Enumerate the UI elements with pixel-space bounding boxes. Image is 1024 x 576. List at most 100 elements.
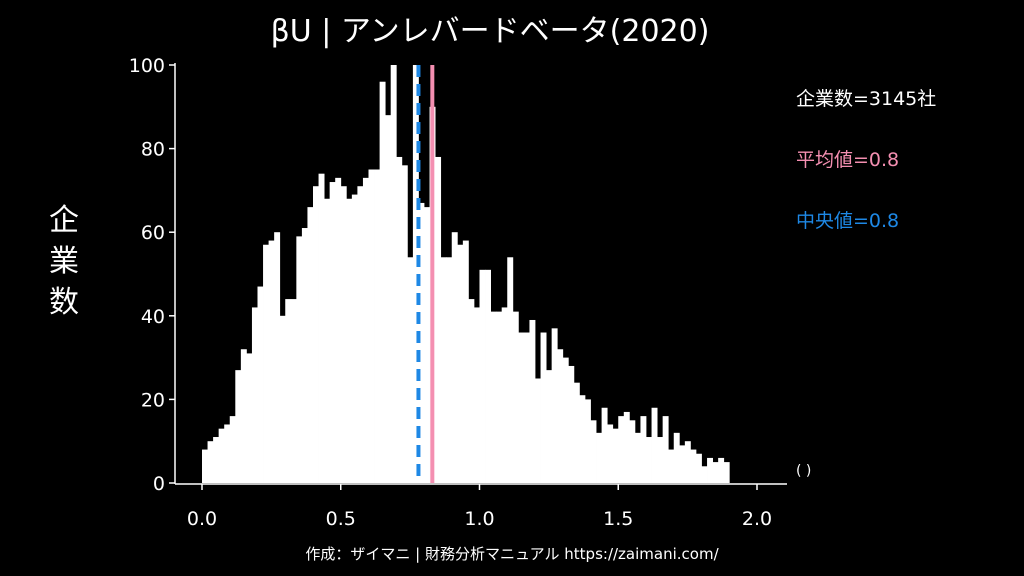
median-stat: 中央値=0.8	[796, 210, 900, 232]
histogram-bar	[263, 244, 269, 483]
histogram-bar	[662, 416, 669, 483]
histogram-bar	[479, 269, 486, 483]
histogram-bar	[257, 286, 264, 483]
histogram-bar	[218, 428, 225, 483]
histogram-bar	[324, 198, 331, 483]
x-tick-label: 1.5	[603, 508, 633, 530]
histogram-bar	[229, 416, 236, 483]
histogram-bar	[618, 416, 625, 483]
histogram-bar	[246, 353, 253, 483]
histogram-bar	[351, 194, 358, 483]
histogram-bar	[240, 349, 247, 483]
histogram-bar	[213, 437, 220, 483]
y-axis-label-char: 業	[49, 244, 79, 279]
histogram-bar	[507, 257, 514, 483]
histogram-bar	[202, 449, 208, 483]
histogram-bar	[424, 207, 430, 483]
histogram-bar	[668, 449, 675, 483]
histogram-bar	[279, 315, 286, 483]
histogram-bar	[607, 424, 614, 483]
histogram-bar	[501, 307, 508, 483]
histogram-bar	[684, 441, 691, 483]
histogram-bar	[335, 177, 342, 484]
histogram-bar	[313, 186, 319, 483]
credit-line: 作成：ザイマニ | 財務分析マニュアル https://zaimani.com/	[305, 545, 719, 563]
histogram-bar	[385, 115, 392, 483]
y-tick-label: 20	[141, 389, 165, 411]
histogram-bar	[535, 378, 541, 483]
histogram-bar	[579, 395, 586, 483]
histogram-bar	[629, 420, 636, 483]
histogram-bar	[707, 457, 713, 483]
histogram-bar	[673, 432, 680, 483]
histogram-bar	[701, 466, 708, 483]
histogram-bar	[274, 232, 281, 483]
histogram-bar	[584, 399, 591, 483]
histogram-bar	[268, 240, 275, 483]
histogram-bar	[457, 244, 464, 483]
histogram-bar	[285, 299, 292, 483]
histogram-bar	[690, 449, 697, 483]
histogram-bar	[362, 177, 369, 484]
histogram-bar	[412, 65, 419, 483]
histogram-bar	[290, 299, 297, 483]
histogram-bar	[601, 407, 608, 483]
y-tick-label: 80	[141, 139, 165, 161]
histogram-bar	[640, 416, 647, 483]
histogram-bar	[557, 349, 564, 483]
histogram-bar	[418, 202, 425, 483]
histogram-bar	[368, 169, 375, 483]
histogram-bar	[296, 236, 303, 483]
y-axis-label-char: 企	[49, 203, 79, 238]
histogram-bar	[651, 407, 658, 483]
histogram-bar	[473, 307, 480, 483]
histogram-bar	[712, 462, 719, 483]
x-tick-label: 2.0	[742, 508, 772, 530]
y-tick-label: 60	[141, 222, 165, 244]
y-axis-label-char: 数	[49, 285, 79, 320]
x-tick-label: 0.5	[326, 508, 356, 530]
x-tick-label: 0.0	[187, 508, 217, 530]
histogram-bar	[396, 156, 403, 483]
histogram-bar	[546, 370, 553, 483]
histogram-bar	[235, 370, 242, 483]
histogram-bar	[529, 319, 536, 483]
histogram-bar	[496, 311, 503, 483]
histogram-bar	[562, 357, 569, 483]
histogram-bar	[485, 269, 491, 483]
histogram-bar	[407, 257, 414, 483]
x-axis-unit-label: ( )	[796, 463, 812, 479]
histogram-bar	[590, 420, 597, 483]
histogram-bar	[573, 382, 580, 483]
histogram-bar	[357, 186, 364, 483]
histogram-bar	[318, 173, 325, 483]
histogram-bar	[596, 432, 602, 483]
histogram-bar	[523, 332, 530, 483]
histogram-bar	[224, 424, 231, 483]
histogram-bar	[657, 437, 664, 483]
histogram-bar	[401, 165, 408, 483]
chart-title: βU | アンレバードベータ(2020)	[270, 14, 710, 49]
x-tick-label: 1.0	[464, 508, 494, 530]
histogram-bar	[446, 257, 453, 483]
histogram-bar	[374, 169, 380, 483]
histogram-bar	[451, 232, 458, 483]
histogram-bar	[551, 328, 558, 483]
histogram-bar	[540, 332, 547, 483]
histogram-bar	[435, 156, 442, 483]
histogram-bar	[718, 457, 725, 483]
histogram-bar	[612, 428, 619, 483]
histogram-bar	[723, 462, 730, 483]
histogram-bar	[679, 445, 686, 483]
histogram-bar	[379, 81, 386, 483]
histogram-bar	[390, 65, 397, 483]
histogram-bar	[340, 186, 347, 483]
histogram-bar	[462, 240, 469, 483]
histogram-bar	[251, 307, 258, 483]
histogram-bar	[568, 365, 575, 483]
y-tick-label: 40	[141, 306, 165, 328]
histogram-bar	[518, 332, 525, 483]
histogram-bar	[695, 453, 702, 483]
histogram-bar	[634, 432, 641, 483]
